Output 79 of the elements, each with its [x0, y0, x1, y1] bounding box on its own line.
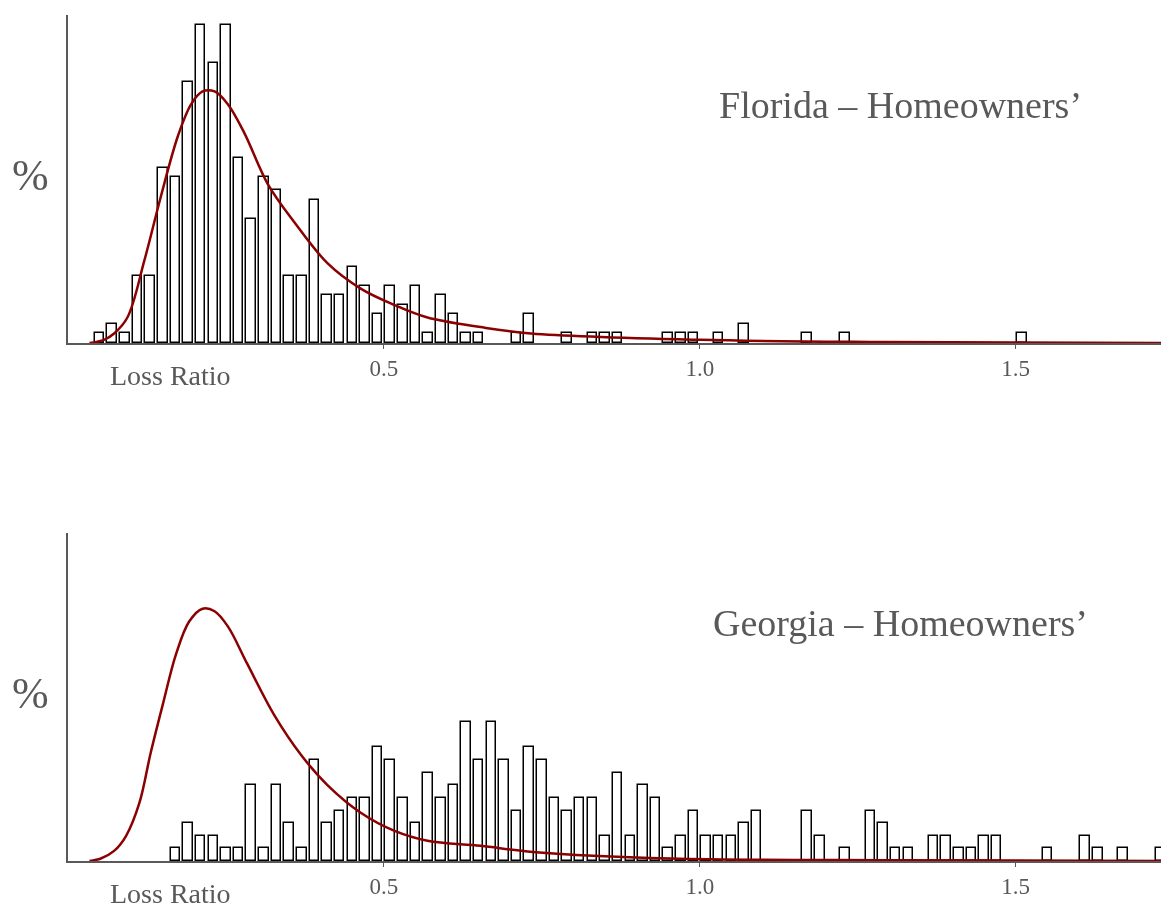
bar — [548, 796, 559, 861]
bar — [459, 720, 471, 861]
bar — [143, 274, 155, 343]
bar — [282, 821, 294, 861]
bar — [510, 809, 521, 861]
bar — [207, 834, 218, 861]
bar — [358, 284, 370, 343]
bar — [434, 796, 446, 861]
x-tick-label: 1.0 — [685, 356, 715, 382]
bar — [485, 720, 496, 861]
bar — [257, 846, 269, 861]
bar — [383, 284, 395, 343]
bar — [472, 758, 483, 861]
bar — [118, 331, 130, 343]
x-tick-label: 1.0 — [685, 874, 715, 900]
bar — [333, 293, 344, 343]
bar — [459, 331, 471, 343]
bar — [472, 331, 483, 343]
bar — [295, 846, 307, 861]
bar — [1078, 834, 1090, 861]
bar — [421, 771, 433, 861]
bar — [346, 265, 357, 343]
bar — [181, 821, 193, 861]
bar — [421, 331, 433, 343]
bar — [333, 809, 344, 861]
bar — [649, 796, 660, 861]
bar — [257, 175, 269, 343]
bar — [434, 293, 446, 343]
bar — [800, 809, 812, 861]
x-tick-label: 0.5 — [369, 356, 399, 382]
bar — [244, 217, 256, 343]
bar — [611, 771, 622, 861]
bar — [409, 284, 420, 343]
bar — [864, 809, 875, 861]
y-axis-title: % — [12, 669, 49, 718]
bar — [383, 758, 395, 861]
bar — [308, 758, 319, 861]
bar — [244, 783, 256, 861]
bar — [586, 796, 597, 861]
bar — [295, 274, 307, 343]
bar — [687, 809, 698, 861]
bar — [232, 156, 243, 343]
bar — [497, 758, 509, 861]
bar — [169, 175, 180, 343]
chart-title: Georgia – Homeowners’ — [713, 602, 1088, 644]
bar — [219, 23, 231, 343]
bar — [535, 758, 547, 861]
x-tick-label: 1.5 — [1001, 874, 1031, 900]
bar — [219, 846, 231, 861]
x-axis-title: Loss Ratio — [110, 360, 231, 391]
bar — [270, 783, 281, 861]
bar — [207, 61, 218, 343]
text: Florida – Homeowners’ — [719, 84, 1083, 126]
bar — [358, 796, 370, 861]
bar — [270, 188, 281, 343]
x-tick-label: 1.5 — [1001, 356, 1031, 382]
bar — [876, 821, 888, 861]
bar — [636, 783, 648, 861]
bar — [169, 846, 180, 861]
bar — [522, 745, 534, 861]
bar — [181, 80, 193, 343]
y-axis-title: % — [12, 151, 49, 200]
bar — [232, 846, 243, 861]
x-axis-title: Loss Ratio — [110, 878, 231, 907]
bar — [320, 821, 332, 861]
bar — [346, 796, 357, 861]
bar — [320, 293, 332, 343]
bar — [560, 809, 572, 861]
bar — [308, 198, 319, 343]
bar — [194, 23, 205, 343]
bar — [156, 166, 168, 343]
bar — [371, 745, 382, 861]
x-tick-label: 0.5 — [369, 874, 399, 900]
bar — [573, 796, 584, 861]
bar — [396, 796, 408, 861]
bar — [371, 312, 382, 343]
bar — [447, 783, 458, 861]
bar — [282, 274, 294, 343]
bar — [194, 834, 205, 861]
